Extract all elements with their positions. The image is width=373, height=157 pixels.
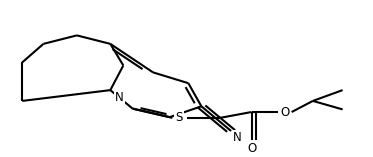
Text: S: S: [175, 111, 183, 124]
Text: O: O: [247, 142, 256, 155]
Text: N: N: [233, 131, 241, 144]
Text: N: N: [115, 91, 124, 104]
Text: O: O: [280, 106, 289, 119]
